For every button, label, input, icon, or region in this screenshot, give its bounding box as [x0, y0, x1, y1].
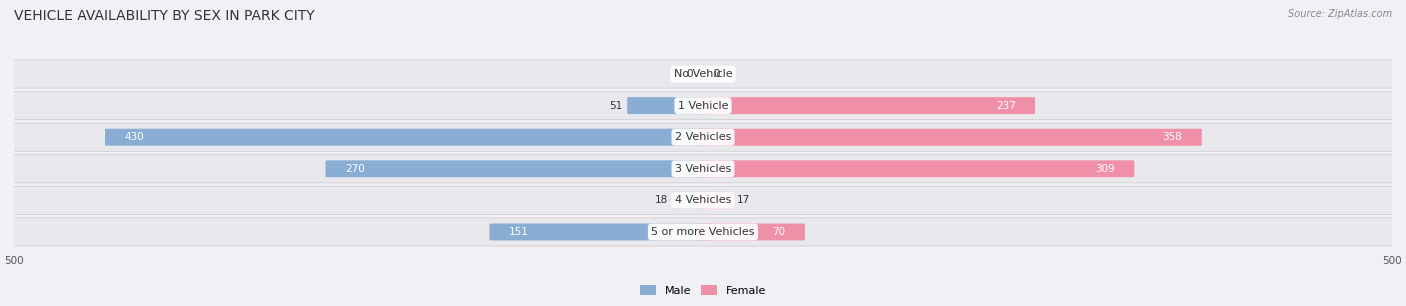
- Text: 0: 0: [686, 69, 693, 79]
- Text: 4 Vehicles: 4 Vehicles: [675, 195, 731, 205]
- FancyBboxPatch shape: [0, 218, 1406, 246]
- Text: 0: 0: [713, 69, 720, 79]
- Text: 237: 237: [995, 101, 1015, 111]
- Text: 430: 430: [124, 132, 143, 142]
- FancyBboxPatch shape: [0, 186, 1406, 215]
- Legend: Male, Female: Male, Female: [636, 281, 770, 300]
- FancyBboxPatch shape: [697, 160, 1135, 177]
- Text: 309: 309: [1095, 164, 1115, 174]
- FancyBboxPatch shape: [325, 160, 709, 177]
- Text: 2 Vehicles: 2 Vehicles: [675, 132, 731, 142]
- Text: 358: 358: [1163, 132, 1182, 142]
- Text: 70: 70: [772, 227, 786, 237]
- Text: 5 or more Vehicles: 5 or more Vehicles: [651, 227, 755, 237]
- FancyBboxPatch shape: [627, 97, 709, 114]
- FancyBboxPatch shape: [0, 91, 1406, 120]
- FancyBboxPatch shape: [0, 60, 1406, 88]
- Text: 1 Vehicle: 1 Vehicle: [678, 101, 728, 111]
- Text: 18: 18: [655, 195, 668, 205]
- Text: 17: 17: [737, 195, 749, 205]
- Text: 270: 270: [344, 164, 364, 174]
- Text: VEHICLE AVAILABILITY BY SEX IN PARK CITY: VEHICLE AVAILABILITY BY SEX IN PARK CITY: [14, 9, 315, 23]
- Text: No Vehicle: No Vehicle: [673, 69, 733, 79]
- FancyBboxPatch shape: [0, 155, 1406, 183]
- FancyBboxPatch shape: [672, 192, 709, 209]
- FancyBboxPatch shape: [489, 223, 709, 241]
- Text: 151: 151: [509, 227, 529, 237]
- Text: 51: 51: [609, 101, 623, 111]
- Text: 3 Vehicles: 3 Vehicles: [675, 164, 731, 174]
- FancyBboxPatch shape: [697, 223, 806, 241]
- Text: Source: ZipAtlas.com: Source: ZipAtlas.com: [1288, 9, 1392, 19]
- FancyBboxPatch shape: [697, 97, 1035, 114]
- FancyBboxPatch shape: [0, 123, 1406, 151]
- FancyBboxPatch shape: [697, 129, 1202, 146]
- FancyBboxPatch shape: [697, 192, 733, 209]
- FancyBboxPatch shape: [105, 129, 709, 146]
